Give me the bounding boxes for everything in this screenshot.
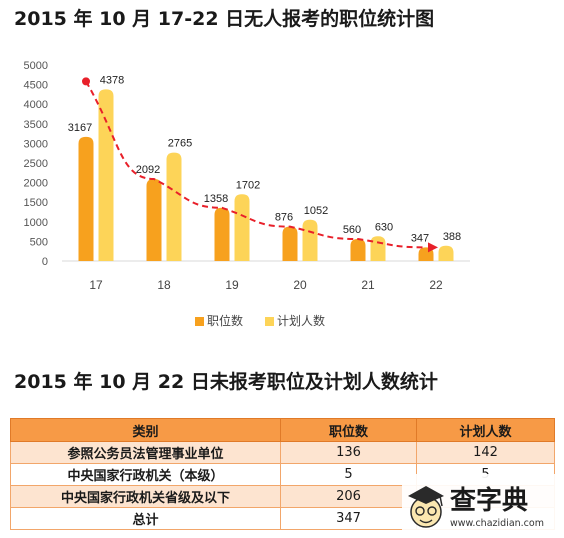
- row-position-count: 347: [280, 507, 417, 530]
- row-category: 总计: [10, 507, 281, 530]
- bar-plan: [438, 245, 454, 261]
- header-position-count: 职位数: [280, 418, 417, 442]
- row-category: 中央国家行政机关（本级）: [10, 463, 281, 486]
- header-category: 类别: [10, 418, 281, 442]
- x-tick-label: 20: [293, 278, 307, 292]
- bar-value-label: 4378: [100, 74, 124, 86]
- x-tick-label: 21: [361, 278, 375, 292]
- legend-label: 计划人数: [277, 313, 325, 328]
- header-plan-count: 计划人数: [416, 418, 555, 442]
- table-title: 2015 年 10 月 22 日未报考职位及计划人数统计: [14, 371, 438, 393]
- mascot-icon: [408, 486, 444, 528]
- bar-value-label: 3167: [68, 122, 92, 134]
- bar-value-label: 1702: [236, 179, 260, 191]
- row-position-count: 5: [280, 463, 417, 486]
- x-tick-label: 17: [89, 278, 103, 292]
- bar-chart: 0 500 1000 1500 2000 2500 3000 3500 4000 4500 5000…: [24, 60, 470, 328]
- y-tick-label: 4000: [24, 99, 48, 111]
- y-tick-label: 3000: [24, 138, 48, 150]
- bar-value-label: 1052: [304, 205, 328, 217]
- y-tick-label: 3500: [24, 119, 48, 131]
- watermark-brand: 查字典: [450, 485, 528, 516]
- bar-plan: [234, 194, 250, 261]
- y-tick-label: 500: [30, 236, 48, 248]
- y-tick-label: 1000: [24, 217, 48, 229]
- bar-positions: [214, 207, 230, 261]
- row-position-count: 136: [280, 441, 417, 464]
- bar-value-label: 347: [411, 232, 429, 244]
- trend-start-dot: [82, 77, 90, 86]
- y-tick-label: 5000: [24, 60, 48, 72]
- bar-positions: [78, 136, 94, 261]
- bar-value-label: 388: [443, 231, 461, 243]
- bar-positions: [282, 226, 298, 261]
- row-category: 中央国家行政机关省级及以下: [10, 485, 281, 508]
- row-position-count: 206: [280, 485, 417, 508]
- y-tick-label: 2000: [24, 178, 48, 190]
- bar-plan: [166, 152, 182, 261]
- y-tick-label: 2500: [24, 158, 48, 170]
- x-tick-label: 18: [157, 278, 171, 292]
- watermark-logo: 查字典 www.chazidian.com: [402, 474, 562, 536]
- bar-value-label: 876: [275, 212, 293, 224]
- bar-value-label: 2092: [136, 164, 160, 176]
- row-category: 参照公务员法管理事业单位: [10, 441, 281, 464]
- bar-value-label: 1358: [204, 193, 228, 205]
- trend-line: [85, 80, 427, 249]
- bar-plan: [98, 89, 114, 261]
- y-tick-label: 1500: [24, 197, 48, 209]
- bar-positions: [146, 178, 162, 261]
- watermark-url: www.chazidian.com: [450, 518, 544, 529]
- bar-plan: [302, 219, 318, 261]
- bar-plan: [370, 236, 386, 261]
- legend-label: 职位数: [207, 313, 243, 328]
- y-tick-label: 0: [42, 256, 48, 268]
- row-plan-count: 142: [416, 441, 555, 464]
- bar-value-label: 630: [375, 221, 393, 233]
- legend-swatch: [265, 317, 274, 326]
- table-header-row: 类别 职位数 计划人数: [10, 418, 555, 442]
- legend-swatch: [195, 317, 204, 326]
- table-row: 参照公务员法管理事业单位 136 142: [10, 441, 555, 464]
- y-tick-label: 4500: [24, 80, 48, 92]
- bar-positions: [350, 239, 366, 261]
- x-tick-label: 22: [429, 278, 443, 292]
- x-tick-label: 19: [225, 278, 239, 292]
- chart-title: 2015 年 10 月 17-22 日无人报考的职位统计图: [14, 8, 435, 30]
- bar-value-label: 2765: [168, 138, 192, 150]
- trend-arrow: [428, 242, 438, 253]
- bar-value-label: 560: [343, 224, 361, 236]
